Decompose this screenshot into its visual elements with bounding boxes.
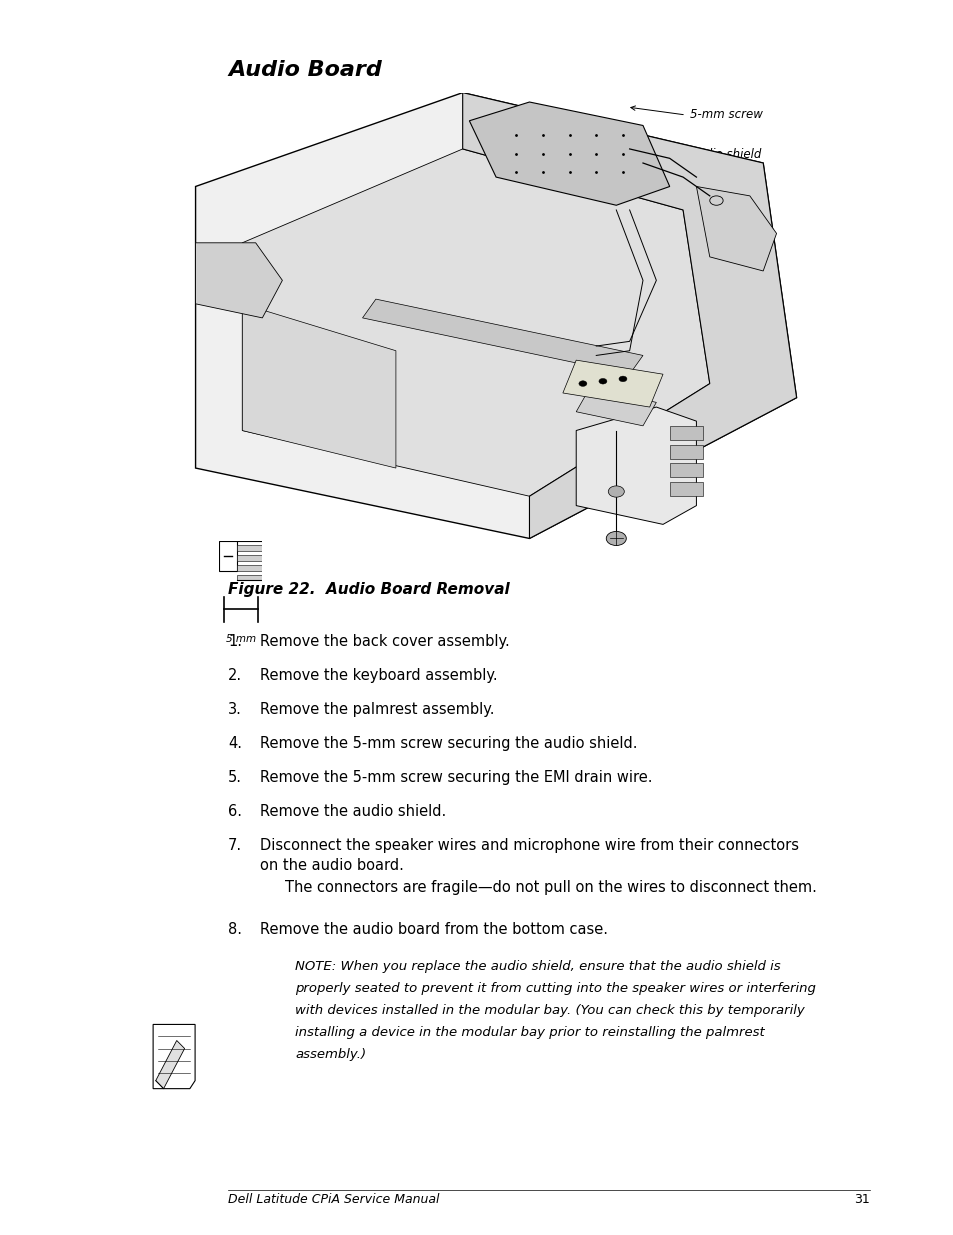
Polygon shape — [469, 103, 669, 205]
Bar — [219, 541, 236, 571]
Text: 5.: 5. — [228, 769, 242, 785]
Polygon shape — [462, 93, 796, 538]
Text: Dell Latitude CPiA Service Manual: Dell Latitude CPiA Service Manual — [228, 1193, 439, 1207]
Polygon shape — [155, 1040, 185, 1089]
Text: Audio Board: Audio Board — [228, 61, 381, 80]
Polygon shape — [562, 361, 662, 408]
Text: microphone
connector: microphone connector — [689, 179, 760, 207]
Text: 31: 31 — [853, 1193, 869, 1207]
Text: properly seated to prevent it from cutting into the speaker wires or interfering: properly seated to prevent it from cutti… — [294, 982, 815, 995]
Text: Remove the audio board from the bottom case.: Remove the audio board from the bottom c… — [260, 923, 607, 937]
Bar — [236, 564, 262, 571]
Polygon shape — [152, 1025, 194, 1089]
Text: Remove the audio shield.: Remove the audio shield. — [260, 804, 446, 819]
Bar — [669, 463, 702, 478]
Circle shape — [578, 380, 586, 387]
Text: NOTE: When you replace the audio shield, ensure that the audio shield is: NOTE: When you replace the audio shield,… — [294, 960, 780, 973]
Text: Remove the 5-mm screw securing the EMI drain wire.: Remove the 5-mm screw securing the EMI d… — [260, 769, 652, 785]
Polygon shape — [576, 388, 656, 426]
Polygon shape — [576, 408, 696, 525]
Bar — [236, 574, 262, 580]
Text: audio shield: audio shield — [689, 148, 760, 162]
Polygon shape — [696, 186, 776, 270]
Text: speaker wires: speaker wires — [689, 378, 771, 391]
Text: audio board: audio board — [689, 231, 760, 245]
Text: Remove the back cover assembly.: Remove the back cover assembly. — [260, 634, 509, 650]
Text: 6.: 6. — [228, 804, 242, 819]
Text: assembly.): assembly.) — [294, 1049, 366, 1061]
Text: 7.: 7. — [228, 839, 242, 853]
Text: on the audio board.: on the audio board. — [260, 858, 403, 873]
Text: 5 mm: 5 mm — [226, 634, 255, 643]
Circle shape — [618, 377, 626, 382]
Polygon shape — [362, 299, 642, 374]
Bar — [669, 482, 702, 496]
Text: 3.: 3. — [228, 701, 242, 718]
Text: 4.: 4. — [228, 736, 242, 751]
Text: with devices installed in the modular bay. (You can check this by temporarily: with devices installed in the modular ba… — [294, 1004, 804, 1016]
Text: Remove the palmrest assembly.: Remove the palmrest assembly. — [260, 701, 494, 718]
Polygon shape — [195, 93, 796, 538]
Text: installing a device in the modular bay prior to reinstalling the palmrest: installing a device in the modular bay p… — [294, 1026, 764, 1039]
Bar — [236, 555, 262, 561]
Text: 5-mm screw: 5-mm screw — [689, 109, 762, 121]
Circle shape — [598, 378, 606, 384]
Text: The connectors are fragile—do not pull on the wires to disconnect them.: The connectors are fragile—do not pull o… — [285, 881, 816, 895]
Text: Remove the 5-mm screw securing the audio shield.: Remove the 5-mm screw securing the audio… — [260, 736, 637, 751]
Text: 2.: 2. — [228, 668, 242, 683]
Text: Remove the keyboard assembly.: Remove the keyboard assembly. — [260, 668, 497, 683]
Bar — [669, 445, 702, 458]
Text: Figure 22.  Audio Board Removal: Figure 22. Audio Board Removal — [228, 582, 509, 597]
Text: 1.: 1. — [228, 634, 242, 650]
Polygon shape — [195, 243, 282, 317]
Bar — [236, 545, 262, 551]
Circle shape — [605, 531, 626, 546]
Bar — [669, 426, 702, 440]
Text: 8.: 8. — [228, 923, 242, 937]
Polygon shape — [242, 149, 709, 496]
Polygon shape — [242, 304, 395, 468]
Text: speaker
connectors: speaker connectors — [689, 258, 755, 287]
Text: Disconnect the speaker wires and microphone wire from their connectors: Disconnect the speaker wires and microph… — [260, 839, 799, 853]
Circle shape — [608, 485, 623, 498]
